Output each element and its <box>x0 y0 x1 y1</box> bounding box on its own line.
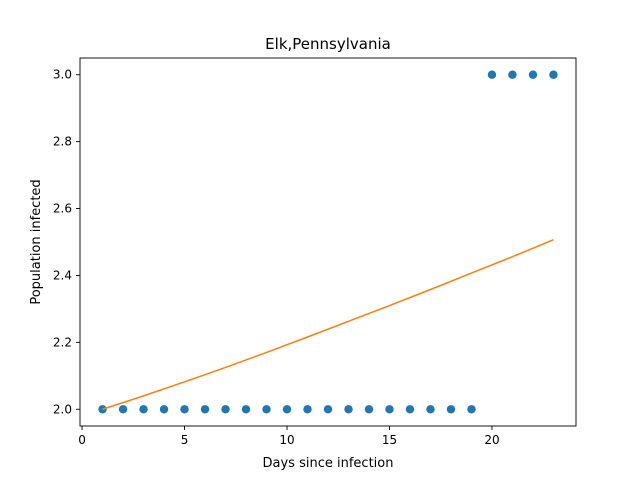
data-point <box>282 405 292 414</box>
x-axis-label: Days since infection <box>263 456 394 471</box>
data-point <box>549 70 558 79</box>
axes-frame <box>79 57 577 427</box>
data-point <box>508 70 517 79</box>
data-point <box>139 405 148 414</box>
x-tick-label: 20 <box>484 433 499 447</box>
data-point <box>200 405 210 414</box>
data-point <box>323 405 333 414</box>
data-point <box>467 405 476 414</box>
data-point <box>180 405 189 414</box>
data-point <box>405 405 415 414</box>
data-point <box>118 405 128 414</box>
y-axis-label: Population infected <box>29 179 44 304</box>
chart-title: Elk,Pennsylvania <box>265 35 391 53</box>
data-point <box>241 405 251 414</box>
data-point <box>385 405 394 414</box>
data-point <box>221 405 230 414</box>
data-point <box>159 405 169 414</box>
data-point <box>98 405 107 414</box>
data-point <box>262 405 271 414</box>
data-point <box>344 405 353 414</box>
data-point <box>364 405 374 414</box>
x-tick-label: 5 <box>181 433 189 447</box>
x-tick-label: 0 <box>78 433 86 447</box>
y-tick-label: 2.8 <box>53 135 72 149</box>
y-tick-label: 3.0 <box>53 68 72 82</box>
x-tick-label: 15 <box>382 433 397 447</box>
y-tick-label: 2.2 <box>53 335 72 349</box>
series-line <box>102 238 554 410</box>
y-tick-label: 2.0 <box>53 402 72 416</box>
data-point <box>528 70 538 79</box>
plot-area: 0 5 10 15 20 2.0 2.2 2.4 2.6 2.8 3.0 <box>53 57 577 447</box>
y-tick-label: 2.6 <box>53 202 72 216</box>
data-point <box>487 70 497 79</box>
data-point <box>303 405 312 414</box>
data-point <box>446 405 456 414</box>
x-tick-label: 10 <box>279 433 294 447</box>
data-point <box>426 405 435 414</box>
y-tick-label: 2.4 <box>53 268 72 282</box>
